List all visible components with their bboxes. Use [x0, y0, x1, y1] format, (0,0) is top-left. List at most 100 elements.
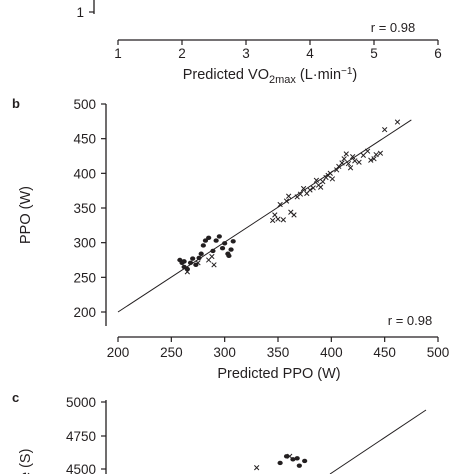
panel-a-x-tick-label: 3 [242, 46, 250, 61]
panel-b-cross-point [350, 154, 356, 160]
panel-b-dot-point [213, 238, 219, 243]
panel-b-x-ticks: 200 250 300 350 400 450 500 [107, 337, 450, 360]
panel-b-cross-point [329, 176, 336, 182]
panel-b-y-tick-label: 450 [73, 132, 96, 147]
panel-b-dot-point [206, 235, 212, 241]
panel-b-cross-point [272, 212, 278, 218]
panel-c-y-ticks: 5000 4750 4500 [66, 395, 106, 474]
panel-b-cross-point [320, 178, 326, 185]
panel-c: c 5000 4750 4500 e (S) [12, 390, 427, 474]
panel-b-dot-point [216, 234, 222, 239]
panel-b-cross-point [291, 212, 297, 218]
panel-b-cross-point [356, 159, 362, 165]
panel-b-cross-point [313, 177, 320, 183]
panel-a-y-tick-label: 1 [76, 5, 84, 20]
panel-c-regression-line [329, 409, 427, 474]
panel-b-cross-point [277, 201, 283, 208]
panel-b-cross-point [209, 253, 215, 260]
panel-c-dot-point [302, 458, 308, 464]
panel-b-x-tick-label: 500 [427, 345, 450, 360]
panel-a-x-tick-label: 2 [178, 46, 186, 61]
panel-b-cross-point [280, 217, 286, 223]
panel-b-dot-point [222, 241, 228, 246]
panel-b-dot-point [181, 259, 187, 264]
panel-c-dot-point [283, 454, 290, 459]
panel-c-dot-point [294, 456, 300, 461]
panel-b-cross-point [382, 126, 388, 133]
panel-b-cross-point [368, 157, 374, 163]
panel-a-correlation-label: r = 0.98 [371, 20, 415, 35]
panel-b-y-tick-label: 500 [73, 97, 96, 112]
panel-b-y-tick-label: 200 [73, 305, 96, 320]
panel-c-data-points [254, 453, 308, 471]
panel-a-x-tick-label: 1 [114, 46, 122, 61]
panel-b-cross-point [341, 156, 347, 162]
panel-b-x-tick-label: 350 [267, 345, 290, 360]
panel-b-dot-point [228, 247, 234, 252]
panel-b-cross-point [371, 156, 377, 162]
panel-b-dot-point [200, 243, 206, 248]
panel-b-correlation-label: r = 0.98 [388, 313, 432, 328]
panel-a: 1 r = 0.98 1 2 3 4 5 6 Predicted VO2max (L·mi… [76, 0, 442, 86]
panel-b-cross-point [195, 260, 201, 266]
panel-b-regression-line [117, 119, 412, 313]
panel-c-y-tick-label: 5000 [66, 395, 96, 410]
panel-b-cross-point [394, 119, 401, 125]
panel-b: b 200 250 300 350 400 450 500 200 250 300 350 400 4… [12, 96, 449, 382]
panel-b-cross-point [364, 148, 371, 154]
panel-b-cross-point [327, 170, 333, 176]
panel-c-dot-point [277, 460, 283, 466]
panel-b-dot-point [210, 248, 216, 254]
panel-b-y-tick-label: 400 [73, 166, 96, 181]
panel-b-x-tick-label: 300 [213, 345, 236, 360]
panel-b-cross-point [334, 167, 340, 173]
panel-b-y-ticks: 200 250 300 350 400 450 500 [73, 97, 106, 320]
panel-b-cross-point [184, 269, 190, 275]
panel-b-label: b [12, 96, 20, 111]
panel-b-cross-point [300, 185, 307, 192]
panel-b-dot-point [202, 238, 209, 243]
panel-a-x-axis-label: Predicted VO2max (L·min−1) [183, 66, 358, 86]
panel-b-x-axis-label: Predicted PPO (W) [217, 366, 340, 382]
panel-b-cross-point [360, 152, 366, 158]
panel-b-dot-point [196, 255, 202, 261]
panel-a-x-ticks: 1 2 3 4 5 6 [114, 40, 442, 61]
panel-b-dot-point [198, 251, 204, 256]
panel-b-x-tick-label: 200 [107, 345, 130, 360]
panel-b-cross-point [286, 193, 292, 199]
panel-c-cross-point [254, 465, 260, 471]
panel-b-dot-point [230, 239, 236, 244]
panel-b-cross-point [211, 262, 217, 268]
panel-c-y-tick-label: 4750 [66, 429, 96, 444]
panel-b-cross-point [270, 217, 276, 224]
panel-b-y-axis-label: PPO (W) [18, 186, 34, 244]
panel-b-x-tick-label: 400 [320, 345, 343, 360]
panel-c-label: c [12, 390, 19, 405]
panel-b-cross-point [310, 185, 316, 191]
panel-b-cross-point [352, 158, 358, 164]
panel-b-cross-point [283, 198, 290, 204]
panel-b-cross-point [377, 150, 384, 156]
panel-b-cross-point [345, 160, 352, 167]
panel-b-y-tick-label: 300 [73, 236, 96, 251]
panel-b-cross-point [343, 151, 349, 157]
panel-c-cross-point [287, 453, 293, 459]
panel-c-dot-point [296, 463, 302, 468]
panel-b-y-tick-label: 250 [73, 270, 96, 285]
panel-b-cross-point [275, 216, 281, 222]
panel-c-y-tick-label: 4500 [66, 462, 96, 474]
panel-b-cross-point [373, 151, 379, 158]
panel-b-cross-point [318, 184, 324, 190]
panel-b-data-points [177, 119, 401, 275]
panel-b-dot-point [219, 246, 226, 251]
panel-b-cross-point [339, 160, 345, 166]
panel-b-x-tick-label: 450 [373, 345, 396, 360]
panel-b-x-tick-label: 250 [160, 345, 183, 360]
panel-a-x-tick-label: 5 [370, 46, 378, 61]
panel-c-y-axis-label: e (S) [18, 449, 34, 474]
panel-b-dot-point [187, 260, 194, 265]
panel-b-cross-point [297, 191, 304, 197]
panel-b-cross-point [307, 187, 313, 193]
panel-b-y-tick-label: 350 [73, 201, 96, 216]
